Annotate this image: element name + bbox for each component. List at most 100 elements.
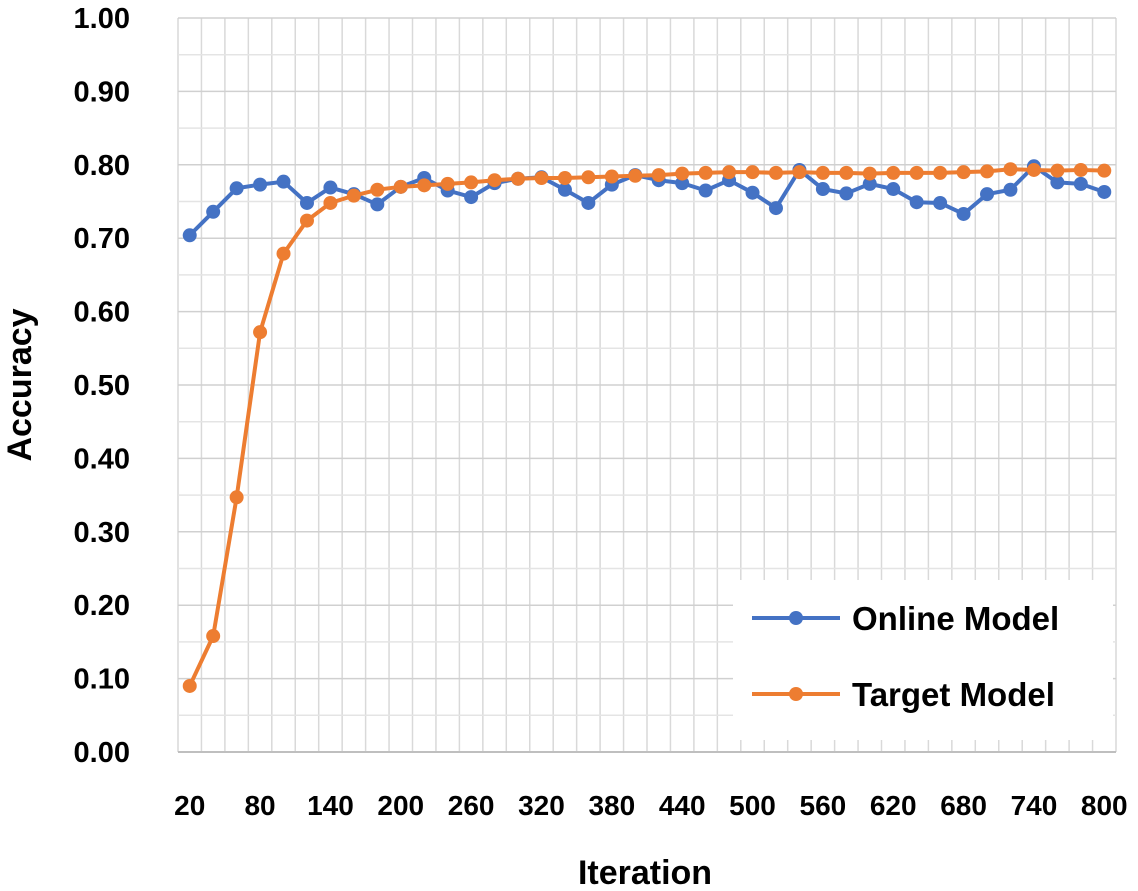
legend-box xyxy=(733,580,1113,740)
data-point xyxy=(745,185,760,200)
data-point xyxy=(346,188,361,203)
y-tick-label: 1.00 xyxy=(74,3,130,35)
x-tick-label: 320 xyxy=(518,790,565,821)
data-point xyxy=(276,174,291,189)
data-point xyxy=(698,183,713,198)
data-point xyxy=(862,176,877,191)
data-point xyxy=(440,176,455,191)
data-point xyxy=(370,182,385,197)
data-point xyxy=(768,201,783,216)
data-point xyxy=(839,186,854,201)
y-tick-label: 0.80 xyxy=(74,150,130,182)
data-point xyxy=(393,179,408,194)
data-point xyxy=(557,171,572,186)
data-point xyxy=(933,165,948,180)
data-point xyxy=(722,165,737,180)
y-tick-label: 0.60 xyxy=(74,297,130,329)
data-point xyxy=(534,171,549,186)
data-point xyxy=(229,490,244,505)
data-point xyxy=(1026,162,1041,177)
data-point xyxy=(698,165,713,180)
data-point xyxy=(323,195,338,210)
data-point xyxy=(182,678,197,693)
data-point xyxy=(815,165,830,180)
data-point xyxy=(417,178,432,193)
data-point xyxy=(956,165,971,180)
data-point xyxy=(1073,176,1088,191)
series-target-model xyxy=(182,162,1112,693)
data-point xyxy=(675,166,690,181)
y-tick-label: 0.10 xyxy=(74,664,130,696)
series-layer xyxy=(182,159,1112,693)
data-point xyxy=(839,165,854,180)
data-point xyxy=(229,181,244,196)
data-point xyxy=(464,190,479,205)
data-point xyxy=(909,165,924,180)
data-point xyxy=(980,164,995,179)
data-point xyxy=(628,168,643,183)
x-tick-label: 80 xyxy=(244,790,275,821)
data-point xyxy=(511,171,526,186)
data-point xyxy=(1050,175,1065,190)
data-point xyxy=(862,166,877,181)
data-point xyxy=(980,187,995,202)
data-point xyxy=(581,170,596,185)
y-tick-label: 0.50 xyxy=(74,370,130,402)
data-point xyxy=(886,182,901,197)
data-point xyxy=(253,325,268,340)
series-line xyxy=(187,167,1105,687)
data-point xyxy=(933,195,948,210)
legend-entries: Online Model Target Model xyxy=(752,600,1059,713)
x-tick-label: 560 xyxy=(800,790,847,821)
legend-label: Online Model xyxy=(852,600,1059,637)
y-axis-title: Accuracy xyxy=(1,308,39,461)
data-point xyxy=(581,195,596,210)
x-tick-label: 20 xyxy=(174,790,205,821)
y-tick-label: 0.90 xyxy=(74,76,130,108)
y-tick-label: 0.30 xyxy=(74,517,130,549)
data-point xyxy=(792,165,807,180)
data-point xyxy=(886,165,901,180)
data-point xyxy=(299,195,314,210)
data-point xyxy=(1003,182,1018,197)
data-point xyxy=(1050,163,1065,178)
x-tick-label: 680 xyxy=(940,790,987,821)
data-point xyxy=(487,173,502,188)
data-point xyxy=(253,177,268,192)
data-point xyxy=(206,204,221,219)
data-point xyxy=(182,228,197,243)
data-point xyxy=(323,180,338,195)
data-point xyxy=(1073,162,1088,177)
y-axis-tick-labels: 0.00 0.10 0.20 0.30 0.40 0.50 0.60 0.70 0.80 0.90… xyxy=(74,3,130,769)
x-tick-label: 380 xyxy=(588,790,635,821)
x-tick-label: 260 xyxy=(448,790,495,821)
legend-marker xyxy=(789,611,803,625)
data-point xyxy=(557,182,572,197)
data-point xyxy=(745,165,760,180)
series-line xyxy=(188,164,1105,237)
data-point xyxy=(206,629,221,644)
data-point xyxy=(1003,162,1018,177)
x-tick-label: 740 xyxy=(1011,790,1058,821)
x-tick-label: 140 xyxy=(307,790,354,821)
data-point xyxy=(815,182,830,197)
y-tick-label: 0.70 xyxy=(74,223,130,255)
data-point xyxy=(1097,163,1112,178)
data-point xyxy=(651,168,666,183)
x-axis-title: Iteration xyxy=(578,854,712,891)
data-point xyxy=(1097,184,1112,199)
x-tick-label: 800 xyxy=(1081,790,1128,821)
x-tick-label: 500 xyxy=(729,790,776,821)
data-point xyxy=(299,213,314,228)
data-point xyxy=(276,246,291,261)
y-tick-label: 0.00 xyxy=(74,737,130,769)
x-axis-tick-labels: 20 80 140 200 260 320 380 440 500 560 620 680 740 800 xyxy=(174,790,1127,821)
x-tick-label: 200 xyxy=(377,790,424,821)
legend: Online Model Target Model xyxy=(733,580,1113,740)
data-point xyxy=(464,175,479,190)
x-tick-label: 440 xyxy=(659,790,706,821)
data-point xyxy=(370,197,385,212)
x-tick-label: 620 xyxy=(870,790,917,821)
